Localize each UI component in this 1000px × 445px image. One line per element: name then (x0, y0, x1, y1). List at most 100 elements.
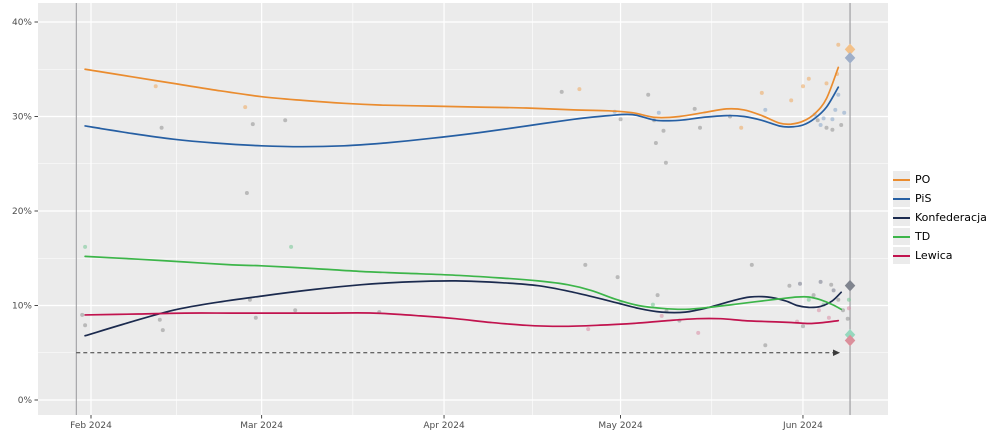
poll-dot (159, 125, 164, 130)
po-line-swatch (893, 178, 910, 181)
poll-dot (818, 279, 823, 284)
legend-label-konfederacja: Konfederacja (915, 211, 987, 224)
poll-dot (243, 105, 248, 110)
poll-dot (250, 122, 255, 127)
poll-dot (83, 244, 88, 249)
poll-dot (653, 141, 658, 145)
poll-dot (789, 98, 794, 103)
minor-gridlines (38, 3, 888, 415)
poll-dot (836, 92, 841, 97)
poll-dot (816, 308, 821, 313)
poll-dot (749, 262, 754, 267)
poll-dot (559, 89, 564, 94)
poll-dot (83, 323, 88, 328)
poll-dot (821, 116, 826, 121)
poll-dot (846, 306, 851, 311)
poll-dot (646, 92, 651, 97)
chart-legend: PO PiS Konfederacja TD Lewica (893, 170, 987, 265)
poll-dot (692, 106, 697, 111)
poll-dot (801, 84, 805, 89)
legend-item-lewica: Lewica (893, 246, 987, 265)
poll-dot (831, 288, 836, 293)
poll-dot (839, 123, 844, 127)
poll-dot (663, 160, 668, 165)
poll-dot (655, 293, 660, 298)
poll-dot (153, 84, 158, 89)
konfederacja-line-swatch (893, 216, 910, 219)
poll-dot (818, 123, 823, 127)
legend-key-po (893, 171, 910, 188)
poll-dot (283, 118, 288, 123)
x-axis-label: Apr 2024 (423, 421, 465, 431)
poll-dot (739, 125, 744, 130)
axes: 0% 10% 20% 30% 40% Feb 2024 Mar 2024 Apr 2024 Ma… (12, 18, 823, 431)
poll-dot (586, 327, 591, 332)
poll-dot (618, 117, 623, 122)
legend-label-td: TD (915, 230, 931, 243)
threshold-arrow-icon (833, 349, 841, 356)
y-axis-label: 10% (12, 302, 32, 312)
poll-dot (615, 275, 620, 280)
legend-key-konfederacja (893, 209, 910, 226)
poll-dot (811, 293, 816, 298)
poll-dots (80, 42, 851, 348)
legend-item-po: PO (893, 170, 987, 189)
lewica-line-swatch (893, 254, 910, 257)
series-line-konfederacja (84, 280, 843, 337)
poll-dot (806, 297, 811, 302)
poll-dot (759, 90, 764, 95)
x-axis-label: May 2024 (598, 421, 643, 431)
poll-dot (650, 302, 655, 307)
poll-dot (583, 262, 588, 267)
poll-dot (698, 125, 702, 130)
poll-dot (247, 297, 252, 302)
election-result-lewica (844, 334, 856, 347)
pis-line-swatch (893, 197, 910, 200)
poll-dot (577, 87, 582, 92)
poll-dot (836, 42, 841, 47)
poll-dot (160, 328, 165, 333)
poll-dot (846, 297, 851, 302)
poll-dot (763, 343, 768, 348)
x-axis-label: Feb 2024 (70, 421, 112, 431)
poll-dot (157, 317, 162, 322)
legend-key-pis (893, 190, 910, 207)
x-axis-label: Mar 2024 (240, 421, 283, 431)
chart-panel (38, 3, 888, 415)
legend-item-pis: PiS (893, 189, 987, 208)
poll-dot (842, 110, 847, 115)
y-axis-label: 20% (12, 207, 32, 217)
poll-dot (836, 297, 841, 302)
poll-dot (830, 117, 835, 122)
poll-dot (661, 128, 666, 133)
poll-dot (815, 118, 820, 123)
y-axis-label: 0% (18, 396, 33, 406)
poll-dot (798, 281, 802, 286)
poll-dot (253, 315, 258, 320)
poll-dot (824, 81, 829, 86)
poll-dot (293, 308, 298, 313)
td-line-swatch (893, 235, 910, 238)
election-result-pis (844, 52, 856, 64)
series-line-pis (84, 86, 840, 148)
poll-dot (656, 110, 661, 115)
series-line-td (84, 255, 843, 311)
poll-dot (829, 282, 834, 287)
y-axis-label: 30% (12, 113, 32, 123)
legend-label-lewica: Lewica (915, 249, 953, 262)
poll-dot (824, 125, 829, 130)
poll-dot (659, 313, 664, 318)
series-line-po (84, 66, 840, 126)
y-axis-label: 40% (12, 18, 32, 28)
poll-dot (696, 330, 701, 335)
legend-key-td (893, 228, 910, 245)
poll-dot (244, 191, 249, 195)
poll-dot (833, 107, 838, 112)
x-axis-label: Jun 2024 (782, 421, 823, 431)
poll-dot (826, 315, 831, 320)
legend-label-pis: PiS (915, 192, 932, 205)
poll-dot (806, 76, 811, 81)
legend-label-po: PO (915, 173, 931, 186)
poll-dot (763, 107, 768, 112)
